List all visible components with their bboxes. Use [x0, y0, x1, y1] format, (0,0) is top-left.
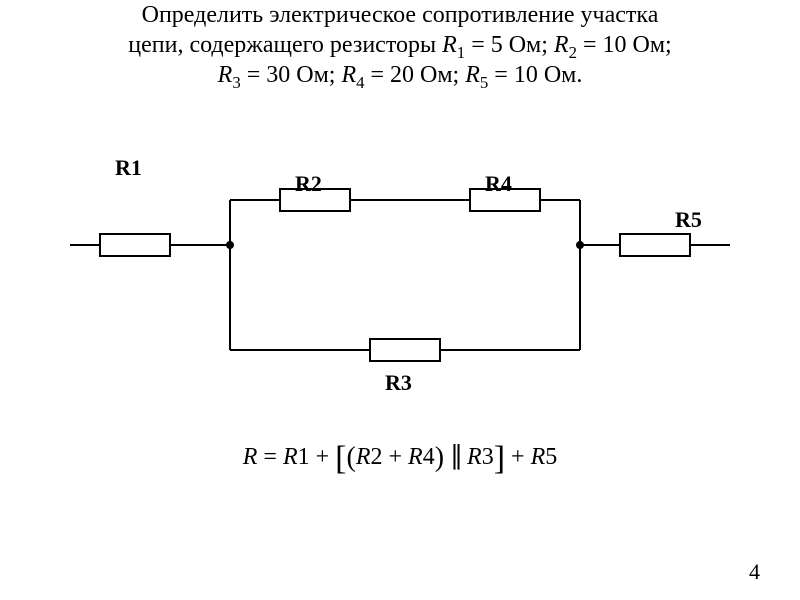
r5-val: = 10 Ом. [488, 62, 582, 88]
r2-symbol: R [554, 32, 569, 58]
label-r1: R1 [115, 155, 142, 181]
problem-statement: Определить электрическое сопротивление у… [0, 0, 800, 90]
label-r3: R3 [385, 370, 412, 396]
formula: R = R1 + [(R2 + R4) ∥ R3] + R5 [0, 440, 800, 478]
f-lbr: [ [335, 440, 346, 477]
title-line-3: R3 = 30 Ом; R4 = 20 Ом; R5 = 10 Ом. [0, 60, 800, 90]
f-R1: R [283, 444, 298, 470]
f-R3: R [467, 444, 482, 470]
r3-symbol: R [218, 62, 233, 88]
f-rbr: ] [494, 440, 505, 477]
page: Определить электрическое сопротивление у… [0, 0, 800, 600]
f-R4: R [408, 444, 423, 470]
f-lpar: ( [347, 442, 356, 473]
f-R: R [243, 444, 258, 470]
circuit-svg [70, 185, 730, 395]
r3-sub: 3 [232, 73, 240, 92]
label-r2: R2 [295, 171, 322, 197]
label-r4: R4 [485, 171, 512, 197]
title-line-2a: цепи, содержащего резисторы [128, 32, 442, 58]
f-2: 2 [371, 444, 383, 470]
page-number: 4 [749, 559, 760, 585]
r1-symbol: R [442, 32, 457, 58]
f-plus1: + [310, 444, 336, 470]
f-3: 3 [482, 444, 494, 470]
r4-symbol: R [341, 62, 356, 88]
f-5: 5 [545, 444, 557, 470]
r2-sub: 2 [569, 43, 577, 62]
r4-sub: 4 [356, 73, 364, 92]
f-plus2: + [383, 444, 409, 470]
f-R2: R [356, 444, 371, 470]
title-line-1: Определить электрическое сопротивление у… [0, 0, 800, 30]
r4-val: = 20 Ом; [365, 62, 466, 88]
r2-val: = 10 Ом; [577, 32, 672, 58]
r5-symbol: R [465, 62, 480, 88]
r3-val: = 30 Ом; [241, 62, 342, 88]
f-rpar: ) [435, 442, 444, 473]
f-4: 4 [423, 444, 435, 470]
circuit-diagram: R1 R2 R3 R4 R5 [70, 185, 730, 395]
f-R5: R [531, 444, 546, 470]
f-parallel: ∥ [450, 441, 461, 470]
f-eq: = [257, 444, 283, 470]
f-1: 1 [298, 444, 310, 470]
r1-val: = 5 Ом; [465, 32, 554, 58]
label-r5: R5 [675, 207, 702, 233]
r1-sub: 1 [457, 43, 465, 62]
f-plus3: + [505, 444, 531, 470]
title-line-2: цепи, содержащего резисторы R1 = 5 Ом; R… [0, 30, 800, 60]
